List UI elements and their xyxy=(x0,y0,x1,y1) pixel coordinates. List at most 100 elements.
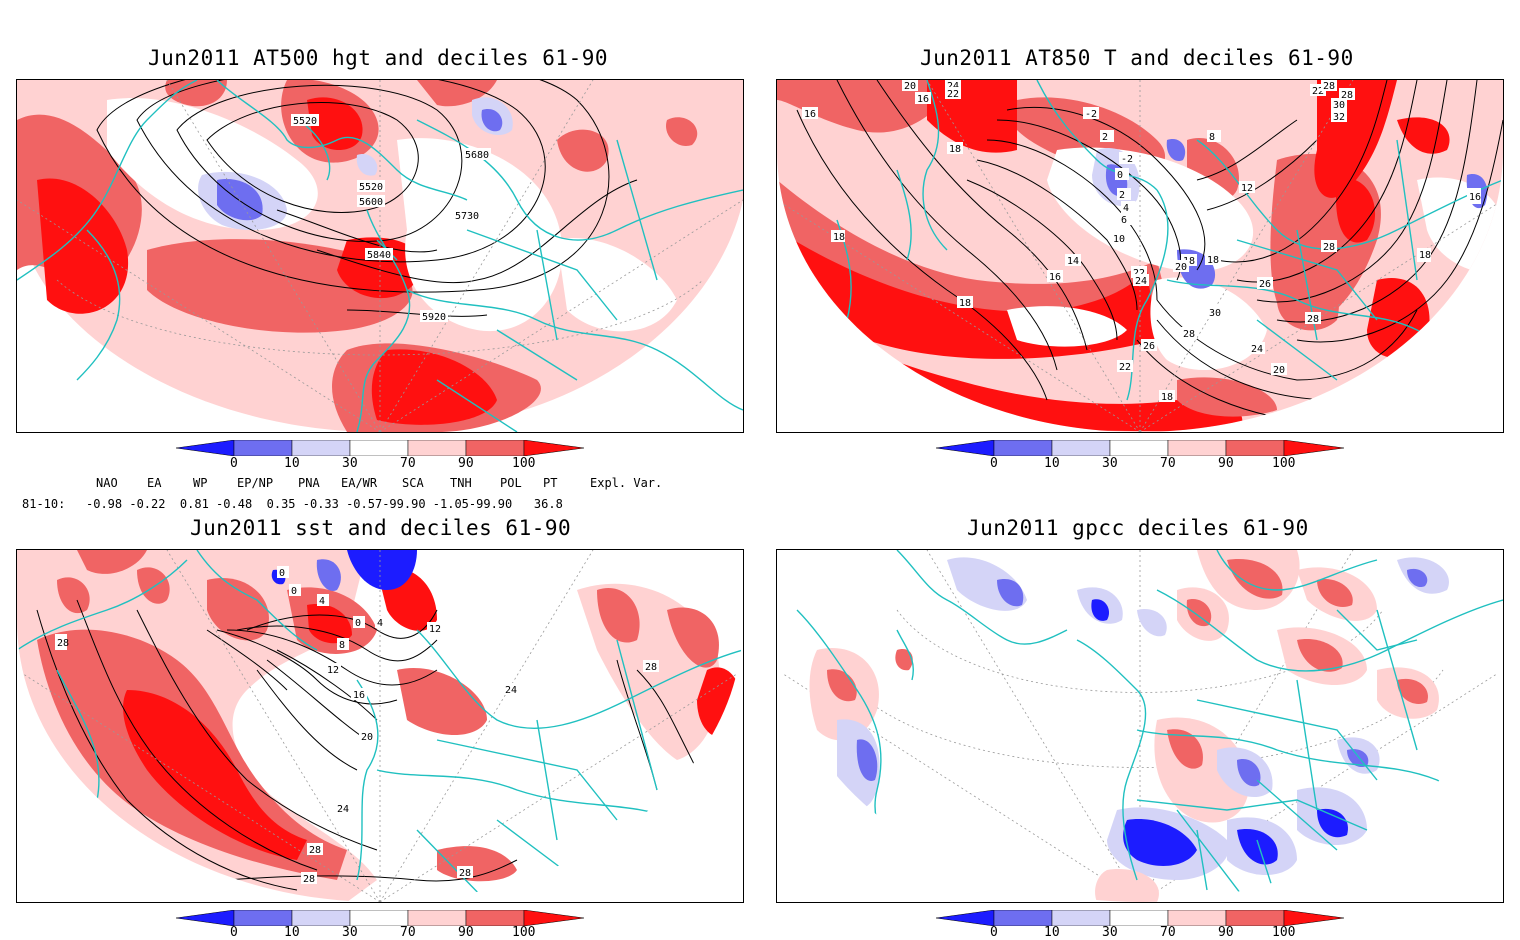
map-t850-svg: 16 20 16 18 24 22 -2 2 -2 0 2 4 6 8 10 1… xyxy=(777,80,1503,432)
index-name: EP/NP xyxy=(237,476,274,490)
index-name: PNA xyxy=(298,476,320,490)
index-values: -0.98 -0.22 0.81 -0.48 0.35 -0.33 -0.57-… xyxy=(86,497,563,511)
contour-label: 10 xyxy=(1113,234,1125,245)
contour-label: 0 xyxy=(355,618,361,629)
colorbar-label: 10 xyxy=(284,456,300,471)
contour-label: 5840 xyxy=(367,250,391,261)
contour-label: 8 xyxy=(1209,132,1215,143)
contour-label: 28 xyxy=(57,638,69,649)
contour-label: 20 xyxy=(904,81,916,92)
map-gpcc-svg xyxy=(777,550,1503,902)
contour-label: 18 xyxy=(949,144,961,155)
contour-label: 18 xyxy=(1183,256,1195,267)
contour-label: 22 xyxy=(947,89,959,100)
contour-label: 4 xyxy=(377,618,383,629)
map-panel-sst: 28 0 0 0 4 4 8 12 12 16 20 24 24 28 28 2… xyxy=(16,549,744,903)
contour-label: 12 xyxy=(429,624,441,635)
contour-label: 16 xyxy=(1049,272,1061,283)
contour-label: 24 xyxy=(1251,344,1263,355)
contour-label: 28 xyxy=(1183,329,1195,340)
contour-label: 5730 xyxy=(455,211,479,222)
colorbar-1 xyxy=(175,439,586,457)
index-name: Expl. Var. xyxy=(590,476,663,490)
index-name: WP xyxy=(193,476,208,490)
map-sst-svg: 28 0 0 0 4 4 8 12 12 16 20 24 24 28 28 2… xyxy=(17,550,743,902)
colorbar-label: 0 xyxy=(230,456,238,471)
colorbar-3 xyxy=(175,909,586,927)
colorbar-label: 10 xyxy=(1044,456,1060,471)
map-panel-gpcc xyxy=(776,549,1504,903)
contour-label: 26 xyxy=(1143,341,1155,352)
colorbar-label: 90 xyxy=(1218,925,1234,940)
colorbar-svg xyxy=(935,909,1345,927)
contour-label: 6 xyxy=(1121,215,1127,226)
contour-label: 32 xyxy=(1333,112,1345,123)
colorbar-label: 100 xyxy=(1272,456,1296,471)
contour-label: 20 xyxy=(361,732,373,743)
contour-label: 2 xyxy=(1102,132,1108,143)
panel-title-gpcc: Jun2011 gpcc deciles 61-90 xyxy=(967,516,1309,540)
colorbar-label: 70 xyxy=(1160,456,1176,471)
contour-label: 28 xyxy=(1307,314,1319,325)
contour-label: 12 xyxy=(327,665,339,676)
colorbar-4 xyxy=(935,909,1346,927)
colorbar-label: 70 xyxy=(400,456,416,471)
colorbar-label: 90 xyxy=(1218,456,1234,471)
contour-label: 14 xyxy=(1067,256,1079,267)
contour-label: -2 xyxy=(1085,109,1097,120)
contour-label: 8 xyxy=(339,640,345,651)
contour-label: 24 xyxy=(947,81,959,92)
contour-label: 16 xyxy=(917,94,929,105)
contour-label: 5520 xyxy=(359,182,383,193)
panel-title-hgt: Jun2011 AT500 hgt and deciles 61-90 xyxy=(148,46,609,70)
colorbar-label: 30 xyxy=(1102,456,1118,471)
index-period: 81-10: xyxy=(22,497,66,511)
contour-label: 28 xyxy=(309,845,321,856)
colorbar-label: 100 xyxy=(1272,925,1296,940)
colorbar-svg xyxy=(175,439,585,457)
colorbar-label: 30 xyxy=(342,456,358,471)
contour-label: 2 xyxy=(1119,190,1125,201)
contour-label: 18 xyxy=(1419,250,1431,261)
colorbar-label: 70 xyxy=(1160,925,1176,940)
colorbar-label: 0 xyxy=(230,925,238,940)
index-name: SCA xyxy=(402,476,424,490)
contour-label: 28 xyxy=(645,662,657,673)
contour-label: 5520 xyxy=(293,116,317,127)
colorbar-svg xyxy=(935,439,1345,457)
contour-label: 20 xyxy=(1273,365,1285,376)
contour-label: 28 xyxy=(459,868,471,879)
colorbar-label: 30 xyxy=(342,925,358,940)
colorbar-label: 100 xyxy=(512,456,536,471)
contour-label: 16 xyxy=(1469,192,1481,203)
index-name: POL xyxy=(500,476,522,490)
colorbar-label: 30 xyxy=(1102,925,1118,940)
colorbar-svg xyxy=(175,909,585,927)
contour-label: 18 xyxy=(833,232,845,243)
contour-label: 30 xyxy=(1333,100,1345,111)
index-name: EA xyxy=(147,476,162,490)
contour-label: 5920 xyxy=(422,312,446,323)
contour-label: 16 xyxy=(804,109,816,120)
contour-label: 0 xyxy=(1117,170,1123,181)
contour-label: 24 xyxy=(505,685,517,696)
index-name: NAO xyxy=(96,476,118,490)
contour-label: -2 xyxy=(1121,154,1133,165)
contour-label: 0 xyxy=(279,568,285,579)
colorbar-label: 70 xyxy=(400,925,416,940)
colorbar-label: 10 xyxy=(284,925,300,940)
contour-label: 18 xyxy=(959,298,971,309)
contour-label: 28 xyxy=(303,874,315,885)
colorbar-label: 90 xyxy=(458,925,474,940)
map-hgt-svg: 5520 5520 5600 5680 5730 5840 5920 xyxy=(17,80,743,432)
contour-label: 5600 xyxy=(359,197,383,208)
contour-label: 16 xyxy=(353,690,365,701)
contour-label: 28 xyxy=(1323,81,1335,92)
map-panel-t850: 16 20 16 18 24 22 -2 2 -2 0 2 4 6 8 10 1… xyxy=(776,79,1504,433)
contour-label: 4 xyxy=(319,596,325,607)
index-name: PT xyxy=(543,476,558,490)
contour-label: 22 xyxy=(1119,362,1131,373)
colorbar-label: 100 xyxy=(512,925,536,940)
contour-label: 24 xyxy=(337,804,349,815)
panel-title-sst: Jun2011 sst and deciles 61-90 xyxy=(190,516,572,540)
